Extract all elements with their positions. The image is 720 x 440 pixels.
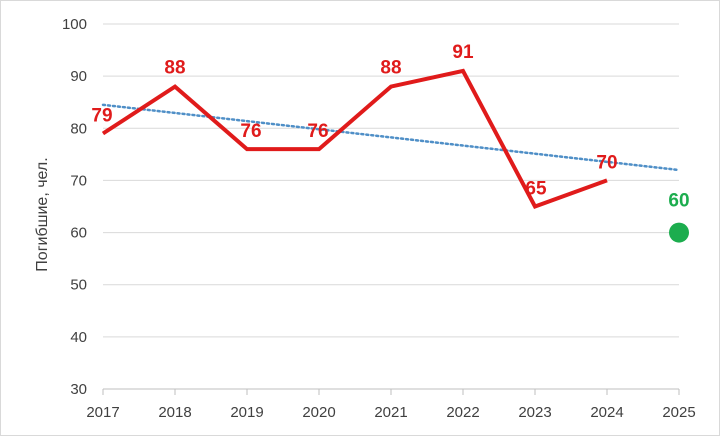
y-axis-title: Погибшие, чел. (34, 157, 51, 271)
y-tick-label: 30 (70, 381, 87, 398)
x-tick-label: 2018 (158, 404, 191, 421)
x-tick-label: 2021 (374, 404, 407, 421)
y-tick-label: 80 (70, 120, 87, 137)
x-tick-label: 2025 (662, 404, 695, 421)
x-tick-label: 2024 (590, 404, 623, 421)
data-label-actual: 76 (240, 121, 261, 142)
y-tick-label: 90 (70, 68, 87, 85)
trend-line (103, 105, 679, 170)
x-tick-label: 2019 (230, 404, 263, 421)
y-tick-label: 50 (70, 277, 87, 294)
y-tick-label: 40 (70, 329, 87, 346)
data-label-target: 60 (668, 191, 689, 212)
y-tick-label: 60 (70, 225, 87, 242)
data-label-actual: 88 (164, 58, 185, 79)
x-tick-label: 2017 (86, 404, 119, 421)
data-point-target (669, 223, 689, 243)
data-label-actual: 70 (596, 152, 617, 173)
x-tick-label: 2020 (302, 404, 335, 421)
y-tick-label: 100 (62, 16, 87, 33)
data-label-actual: 88 (380, 58, 401, 79)
data-label-actual: 65 (525, 179, 547, 200)
data-label-actual: 79 (91, 106, 112, 127)
x-tick-label: 2023 (518, 404, 551, 421)
data-label-actual: 91 (452, 42, 474, 63)
y-tick-label: 70 (70, 172, 87, 189)
x-tick-label: 2022 (446, 404, 479, 421)
data-label-actual: 76 (307, 121, 328, 142)
